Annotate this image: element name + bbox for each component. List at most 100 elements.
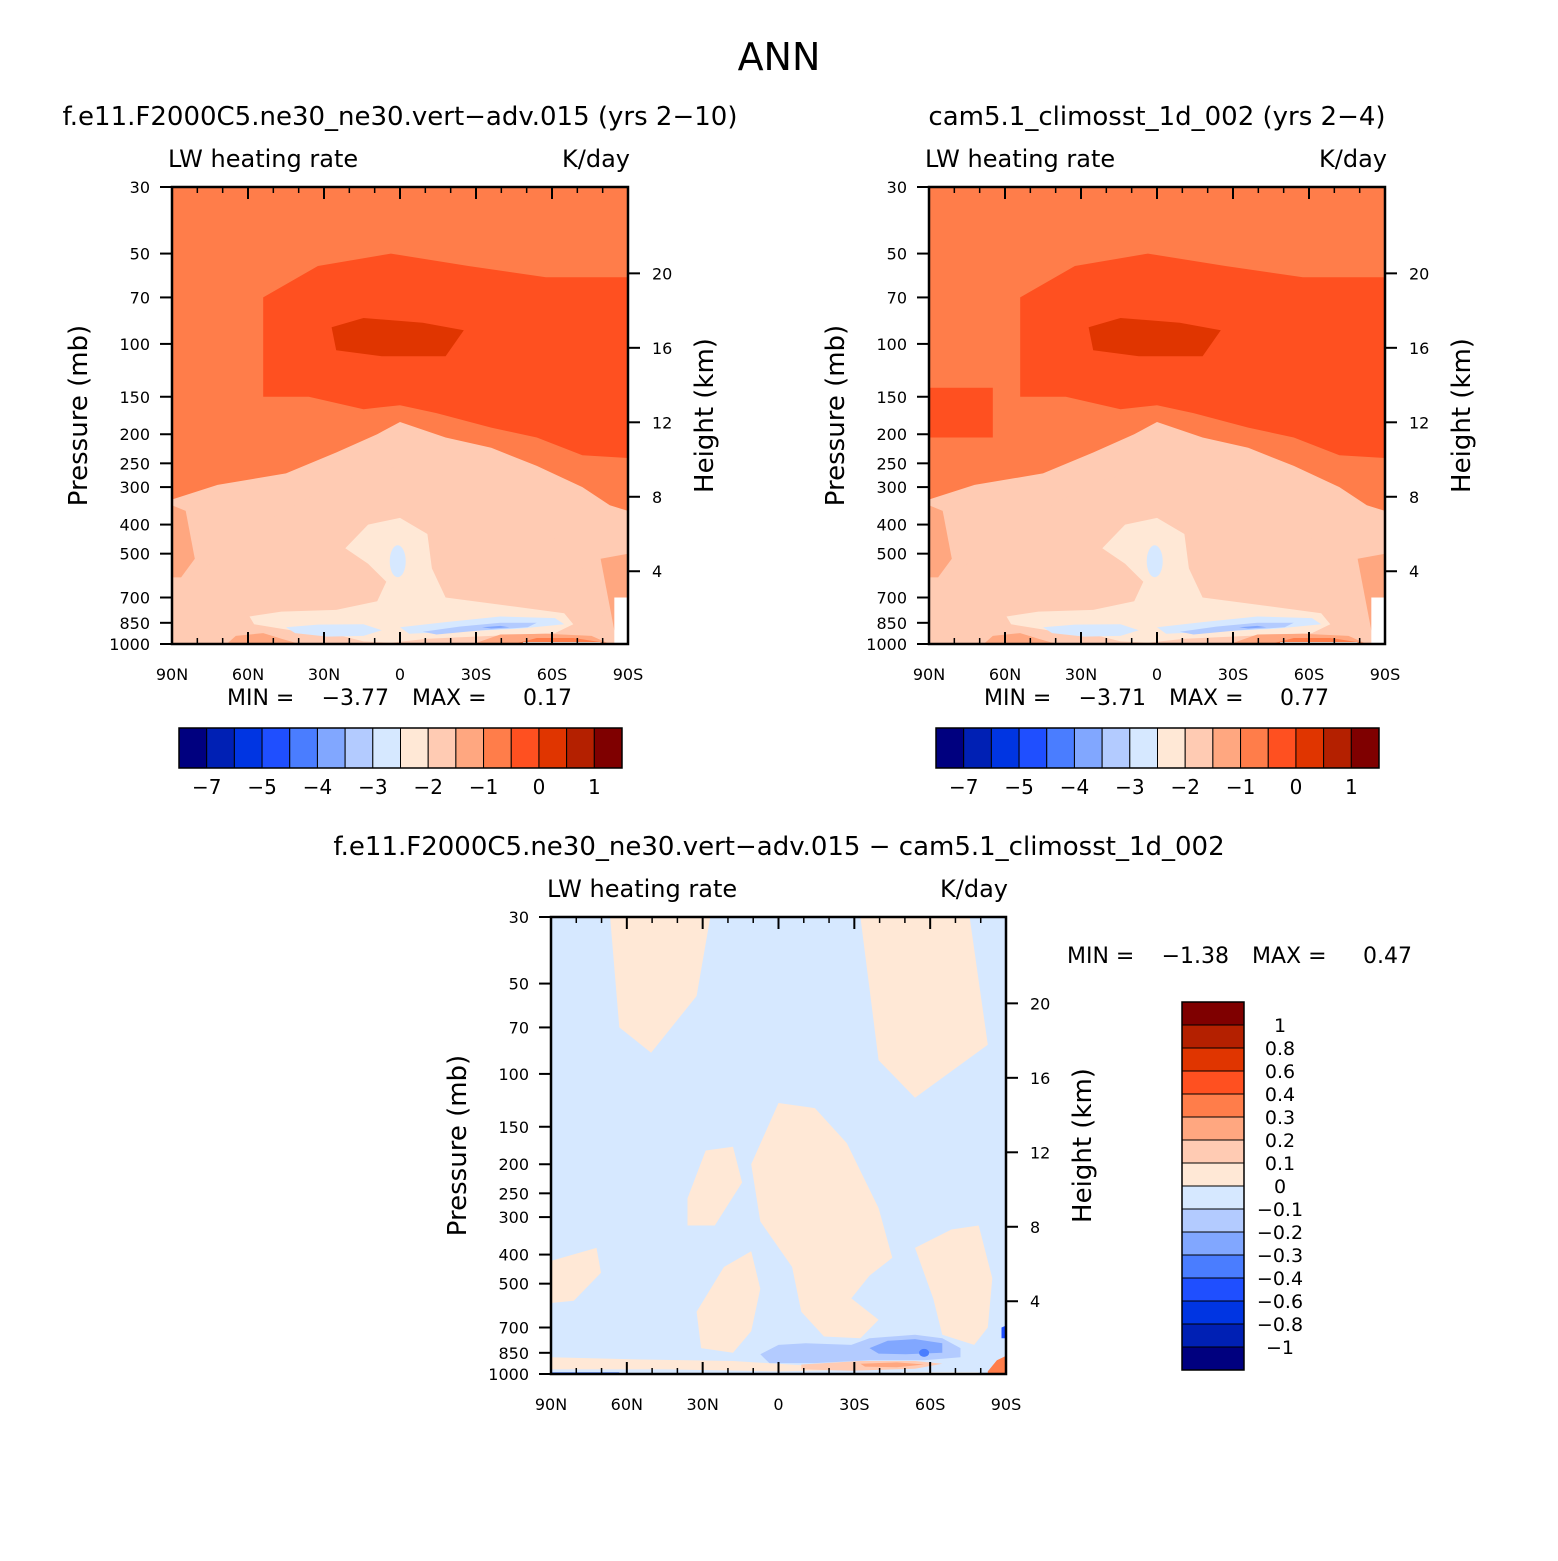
variable-label: LW heating rate [168,145,358,173]
colorbar-label: −5 [1004,775,1033,799]
y-tick-label: 250 [876,454,907,473]
contour-band-neg-small [389,545,406,578]
y2-tick-label: 4 [1030,1292,1040,1311]
x-tick-label: 60N [989,665,1021,684]
y-tick-label: 200 [876,425,907,444]
colorbar-swatch [1181,1208,1245,1233]
variable-label: LW heating rate [925,145,1115,173]
y-tick-label: 70 [130,288,150,307]
units-label: K/day [1319,145,1387,173]
contour-region-pos [860,917,988,1098]
missing-data-edge [614,597,628,644]
contour-region-pos [915,1225,993,1345]
colorbar-swatch [1181,1116,1245,1141]
colorbar-swatch [1350,727,1380,769]
y2-tick-label: 20 [1030,994,1050,1013]
x-tick-label: 30S [839,1395,870,1414]
colorbar-swatch [566,727,595,769]
colorbar-swatch [1181,1254,1245,1279]
colorbar-label: 0.2 [1265,1130,1295,1152]
min-label: MIN = [1067,944,1134,969]
colorbar-label: −7 [192,775,221,799]
colorbar-swatch [1046,727,1075,769]
y-tick-label: 700 [119,589,150,608]
y-tick-label: 500 [876,545,907,564]
colorbar-swatch [1181,1139,1245,1164]
y-tick-label: 30 [130,178,150,197]
colorbar-swatch [1073,727,1103,769]
y-tick-label: 850 [498,1344,529,1363]
colorbar-swatch [1240,727,1269,769]
contour-region-pos [687,1146,743,1226]
y-tick-label: 400 [119,516,150,535]
x-tick-label: 30S [461,665,492,684]
max-label: MAX = [412,686,487,711]
contour-band-left [172,505,195,578]
x-tick-label: 60N [232,665,264,684]
colorbar-swatch [1157,727,1186,769]
contour-band-neg-small [1146,545,1163,578]
contour-region-pos3 [860,1362,925,1368]
x-tick-label: 30N [1065,665,1097,684]
y-tick-label: 50 [130,245,150,264]
colorbar-swatch [1181,1323,1245,1348]
y-axis-label: Pressure (mb) [821,325,851,506]
min-label: MIN = [227,686,294,711]
colorbar-swatch [1181,1346,1245,1371]
colorbar-swatch [372,727,401,769]
contour-band-peak [1088,318,1221,357]
contour-band-neg2 [1179,622,1294,635]
colorbar-label: 0.1 [1265,1153,1295,1175]
x-tick-label: 30N [308,665,340,684]
colorbar-label: 0 [533,775,546,799]
y2-tick-label: 16 [652,339,672,358]
contour-field [929,187,1385,644]
colorbar-label: −0.2 [1257,1222,1303,1244]
y-tick-label: 300 [119,478,150,497]
x-tick-label: 60S [915,1395,946,1414]
colorbar-swatch [1267,727,1297,769]
colorbar-label: −1 [1266,1337,1294,1359]
contour-region-pos [751,1103,893,1339]
colorbar-label: −1 [1226,775,1255,799]
y-tick-label: 850 [876,614,907,633]
y2-tick-label: 20 [1409,264,1429,283]
y-axis-label: Pressure (mb) [64,325,94,506]
min-value: −3.77 [322,686,389,711]
variable-label: LW heating rate [547,875,737,903]
chart-panel-0: 90N 60N 30N 0 30S 60S 90S305070100150200250300… [64,145,720,799]
x-tick-label: 90S [613,665,644,684]
y-tick-label: 1000 [866,635,907,654]
y-tick-label: 1000 [109,635,150,654]
contour-band-neg1 [1043,624,1139,637]
colorbar-frame [935,727,1380,769]
colorbar-label: −0.3 [1257,1245,1303,1267]
x-tick-label: 30N [687,1395,719,1414]
colorbar-swatch [1181,1001,1245,1026]
y-tick-label: 400 [876,516,907,535]
x-tick-label: 0 [1152,665,1162,684]
min-value: −1.38 [1162,944,1229,969]
contour-region-pos [696,1251,761,1353]
y2-axis-label: Height (km) [1447,338,1477,493]
contour-band-left [929,505,952,578]
x-tick-label: 0 [773,1395,783,1414]
colorbar-label: 0.3 [1265,1107,1295,1129]
colorbar-swatch [1295,727,1325,769]
colorbar-label: 1 [1274,1015,1286,1037]
colorbar-swatch [1181,1047,1245,1072]
colorbar-label: 0.8 [1265,1038,1295,1060]
y-tick-label: 250 [119,454,150,473]
units-label: K/day [940,875,1008,903]
colorbar-frame [1181,1001,1245,1371]
colorbar-label: 0.4 [1265,1084,1295,1106]
chart-panel-2: 90N 60N 30N 0 30S 60S 90S305070100150200250300… [443,875,1412,1414]
colorbar-swatch [1184,727,1214,769]
min-value: −3.71 [1079,686,1146,711]
y-tick-label: 400 [498,1246,529,1265]
colorbar-label: −7 [949,775,978,799]
panel-title: f.e11.F2000C5.ne30_ne30.vert−adv.015 (yr… [63,102,738,132]
colorbar-label: −1 [469,775,498,799]
colorbar-label: −4 [303,775,332,799]
colorbar-swatch [1181,1300,1245,1325]
